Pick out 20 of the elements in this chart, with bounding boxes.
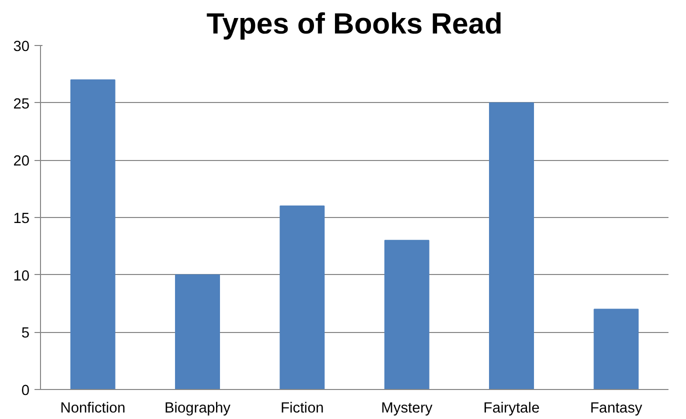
y-tick-label: 15 — [13, 211, 30, 227]
x-tick-label: Mystery — [381, 400, 434, 416]
y-tick-label: 30 — [13, 39, 30, 55]
x-tick-label: Fairytale — [483, 400, 540, 416]
x-tick-label: Fantasy — [590, 400, 643, 416]
x-tick-label: Biography — [164, 400, 232, 416]
x-tick-label: Nonfiction — [60, 400, 126, 416]
bar — [384, 240, 430, 390]
x-tick-label: Fiction — [280, 400, 324, 416]
y-tick-label: 5 — [21, 326, 30, 342]
bar — [70, 79, 116, 390]
bar — [280, 206, 325, 390]
y-tick-label: 10 — [13, 268, 30, 284]
bar — [175, 274, 220, 390]
y-tick-label: 20 — [13, 154, 30, 170]
bar — [489, 102, 534, 390]
y-tick-label: 25 — [13, 96, 30, 112]
y-tick-label: 0 — [21, 383, 30, 399]
chart-title: Types of Books Read — [206, 8, 503, 40]
bar — [594, 308, 639, 390]
